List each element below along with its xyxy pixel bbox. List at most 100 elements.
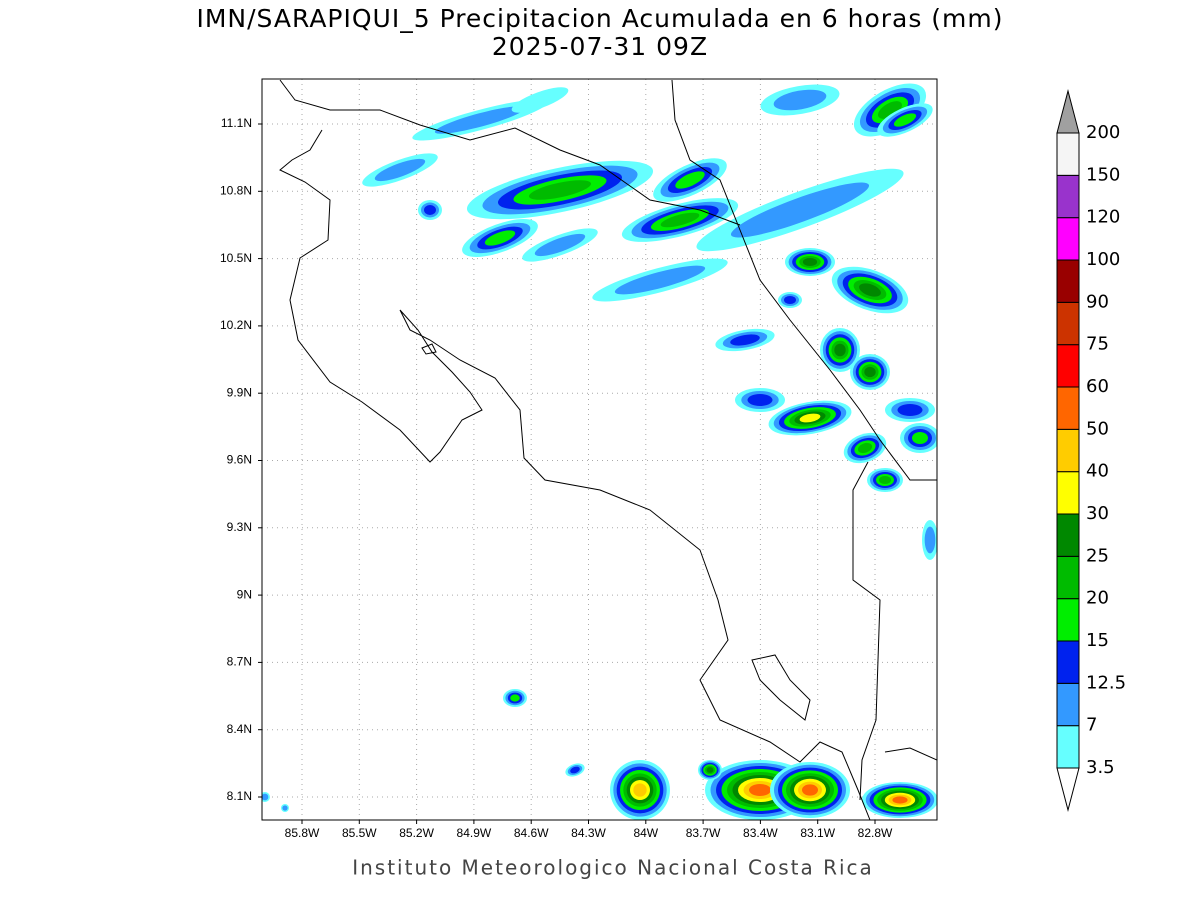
coastline <box>279 129 871 820</box>
coastline <box>279 79 741 226</box>
lat-label: 9.3N <box>227 520 252 534</box>
lon-label: 85.2W <box>399 826 434 840</box>
rain-cell <box>897 404 923 416</box>
island <box>421 343 437 355</box>
colorbar-label: 90 <box>1086 291 1109 312</box>
rain-cell <box>675 171 705 189</box>
lon-label: 85.5W <box>342 826 377 840</box>
rain-cell <box>730 334 760 346</box>
rain-cell <box>570 766 580 774</box>
colorbar-label: 50 <box>1086 418 1109 439</box>
lat-label: 9N <box>237 587 252 601</box>
colorbar-band <box>1056 682 1080 727</box>
colorbar-label: 20 <box>1086 588 1109 609</box>
coastline <box>884 747 937 761</box>
rain-cell <box>802 258 818 266</box>
lon-label: 85.8W <box>285 826 320 840</box>
lon-label: 83.1W <box>800 826 835 840</box>
colorbar-label: 150 <box>1086 164 1120 185</box>
precipitation <box>262 83 937 820</box>
colorbar-band <box>1056 598 1080 642</box>
rain-cell <box>892 796 908 804</box>
colorbar-band <box>1056 386 1080 430</box>
colorbar-label: 120 <box>1086 207 1120 228</box>
lon-label: 84.9W <box>457 826 492 840</box>
map-subtitle: 2025-07-31 09Z <box>492 32 708 61</box>
map-frame <box>261 78 938 821</box>
border <box>852 461 881 801</box>
rain-cell <box>773 89 827 111</box>
colorbar-over <box>1056 89 1080 134</box>
rain-cell <box>834 343 846 357</box>
colorbar-label: 15 <box>1086 630 1109 651</box>
map-title: IMN/SARAPIQUI_5 Precipitacion Acumulada … <box>196 4 1003 33</box>
colorbar-label: 40 <box>1086 461 1109 482</box>
lon-label: 83.7W <box>686 826 721 840</box>
lat-label: 8.4N <box>227 722 252 736</box>
lat-label: 9.9N <box>227 385 252 399</box>
colorbar-band <box>1056 174 1080 219</box>
colorbar-label: 25 <box>1086 545 1109 566</box>
rain-cell <box>528 180 592 200</box>
rain-cell <box>730 182 870 238</box>
lat-label: 10.5N <box>220 251 252 265</box>
colorbar-band <box>1056 725 1080 769</box>
colorbar-band <box>1056 344 1080 388</box>
colorbar-label: 200 <box>1086 122 1120 143</box>
rain-cell <box>510 694 520 702</box>
rain-cell <box>784 296 796 304</box>
rain-cell <box>424 205 436 215</box>
rain-cell <box>262 793 269 801</box>
colorbar-label: 12.5 <box>1086 672 1126 693</box>
lon-label: 83.4W <box>743 826 778 840</box>
rain-cell <box>484 230 516 246</box>
lat-label: 8.7N <box>227 655 252 669</box>
rain-cell <box>799 413 821 423</box>
colorbar-label: 30 <box>1086 503 1109 524</box>
rain-cell <box>747 394 773 406</box>
footer: Instituto Meteorologico Nacional Costa R… <box>352 856 874 880</box>
rain-cell <box>511 87 569 113</box>
colorbar: 3.5 7 12.5 15 20 25 30 40 50 60 75 90 100 120 150 200 <box>1056 89 1126 812</box>
rain-cell <box>877 101 903 119</box>
colorbar-band <box>1056 428 1080 473</box>
colorbar-band <box>1056 471 1080 515</box>
colorbar-band <box>1056 301 1080 346</box>
colorbar-band <box>1056 259 1080 303</box>
coastlines <box>279 79 937 820</box>
lat-label: 8.1N <box>227 789 252 803</box>
coastline <box>751 654 811 721</box>
lat-label: 11.1N <box>221 116 252 130</box>
lon-label: 84.3W <box>571 826 606 840</box>
rain-cell <box>893 113 917 127</box>
rain-cell <box>282 805 288 811</box>
rain-cell <box>864 366 876 378</box>
lon-label: 84.6W <box>514 826 549 840</box>
rain-cell <box>924 526 936 554</box>
colorbar-label: 75 <box>1086 334 1109 355</box>
colorbar-band <box>1056 640 1080 684</box>
rain-cell <box>614 265 706 295</box>
rain-cell <box>706 767 714 773</box>
lon-label: 84W <box>633 826 658 840</box>
colorbar-label: 60 <box>1086 376 1109 397</box>
colorbar-under <box>1056 767 1080 812</box>
rain-cell <box>633 783 647 797</box>
rain-cell <box>879 476 891 484</box>
colorbar-band <box>1056 217 1080 261</box>
coastline <box>671 79 937 481</box>
rain-cell <box>857 442 873 454</box>
lat-label: 9.6N <box>227 453 252 467</box>
colorbar-label: 7 <box>1086 715 1097 736</box>
rain-cell <box>802 784 818 796</box>
colorbar-label: 100 <box>1086 249 1120 270</box>
colorbar-band <box>1056 513 1080 557</box>
rain-cell <box>912 432 928 444</box>
rain-cell <box>374 158 426 182</box>
rain-cell <box>660 212 700 228</box>
rain-cell <box>749 784 771 796</box>
rain-cell <box>534 233 586 257</box>
colorbar-band <box>1056 555 1080 600</box>
